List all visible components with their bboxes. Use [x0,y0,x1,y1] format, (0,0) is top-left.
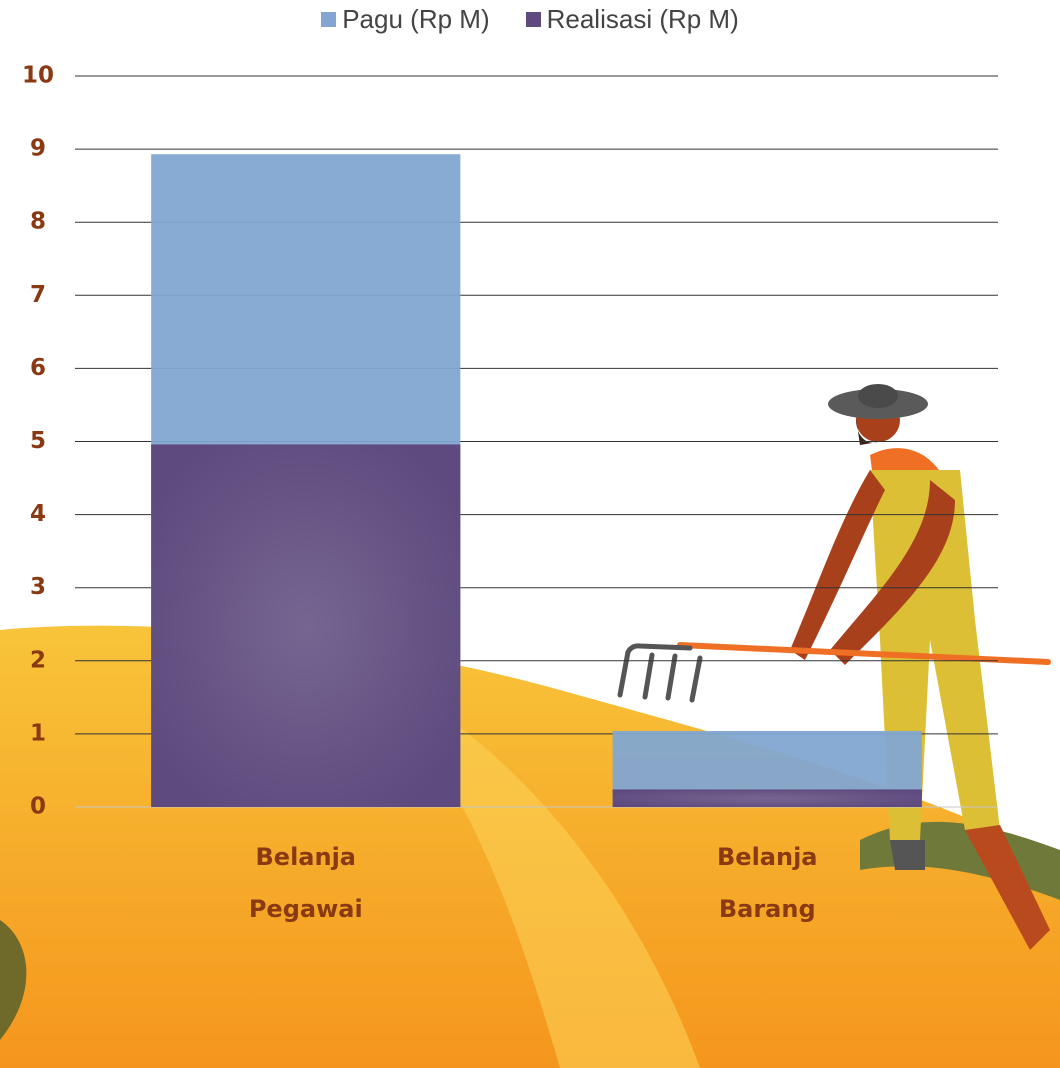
bar-shine [151,444,460,807]
legend-item: Pagu (Rp M) [321,4,489,35]
y-tick-label: 3 [30,574,46,600]
legend-label: Realisasi (Rp M) [547,4,739,35]
legend-swatch [526,12,541,27]
y-tick-label: 4 [30,501,46,527]
y-tick-label: 9 [30,136,46,162]
legend-label: Pagu (Rp M) [342,4,489,35]
legend-swatch [321,12,336,27]
page: {"chart_data": {"type": "bar", "overlap"… [0,0,1060,1068]
x-tick-label: Belanja Pegawai [221,831,391,935]
y-tick-label: 10 [22,63,54,89]
y-tick-label: 6 [30,355,46,381]
x-tick-label: Belanja Barang [682,831,852,935]
bar-shine [613,789,922,807]
y-tick-label: 8 [30,209,46,235]
y-tick-label: 5 [30,428,46,454]
y-tick-label: 7 [30,282,46,308]
legend: Pagu (Rp M) Realisasi (Rp M) [0,4,1060,35]
y-tick-label: 2 [30,647,46,673]
chart: 0 1 2 3 4 5 6 7 8 9 10 [0,0,1060,1068]
y-tick-label: 0 [30,794,46,820]
y-tick-label: 1 [30,720,46,746]
legend-item: Realisasi (Rp M) [526,4,739,35]
